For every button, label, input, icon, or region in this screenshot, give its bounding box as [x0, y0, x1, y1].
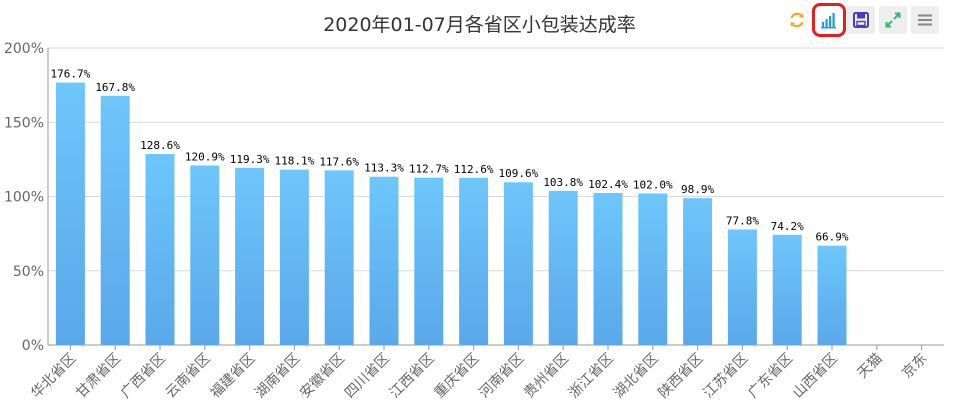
menu-icon [918, 14, 932, 26]
x-tick-label: 广西省区 [118, 351, 169, 402]
bar[interactable] [55, 82, 85, 346]
y-tick-label: 150% [4, 115, 44, 131]
data-label: 66.9% [815, 231, 848, 244]
bar[interactable] [772, 234, 802, 345]
refresh-button[interactable] [783, 6, 811, 34]
data-label: 167.8% [95, 81, 135, 94]
x-tick-label: 江西省区 [387, 351, 438, 402]
bar[interactable] [459, 177, 489, 345]
menu-button[interactable] [911, 6, 939, 34]
data-label: 102.0% [633, 179, 673, 192]
bar[interactable] [369, 176, 399, 345]
bar[interactable] [235, 167, 265, 345]
bars [55, 82, 847, 346]
save-icon [853, 12, 869, 28]
grid-lines [48, 47, 944, 346]
x-tick-label: 天猫 [855, 351, 886, 382]
data-label: 74.2% [771, 220, 804, 233]
x-tick-label: 甘肃省区 [73, 351, 124, 402]
chart-title: 2020年01-07月各省区小包装达成率 [323, 14, 636, 36]
x-tick-label: 河南省区 [476, 351, 527, 402]
x-tick-label: 湖北省区 [611, 351, 662, 402]
bar[interactable] [414, 177, 444, 345]
data-label: 128.6% [140, 139, 180, 152]
value-labels: 176.7% 167.8% 128.6% 120.9% 119.3% 118.1% 117.… [51, 68, 849, 244]
x-tick-label: 四川省区 [342, 351, 393, 402]
data-label: 103.8% [543, 176, 583, 189]
bar[interactable] [279, 169, 309, 345]
x-tick-label: 湖南省区 [252, 351, 303, 402]
bar[interactable] [145, 154, 175, 345]
y-tick-label: 50% [13, 264, 44, 280]
y-tick-label: 100% [4, 190, 44, 206]
bar[interactable] [100, 95, 130, 345]
data-label: 113.3% [364, 162, 404, 175]
x-tick-label: 江苏省区 [700, 351, 751, 402]
bar[interactable] [727, 229, 757, 345]
x-tick-label: 重庆省区 [432, 351, 483, 402]
bar[interactable] [190, 165, 220, 345]
x-tick-label: 安徽省区 [297, 351, 348, 402]
y-tick-label: 0% [22, 338, 44, 354]
x-tick-label: 山西省区 [790, 351, 841, 402]
bar-chart-button[interactable] [812, 3, 846, 37]
x-tick-label: 福建省区 [208, 351, 259, 402]
bar[interactable] [817, 245, 847, 345]
bar[interactable] [503, 182, 533, 345]
chart-toolbar [783, 3, 939, 37]
bar[interactable] [638, 193, 668, 345]
fullscreen-button[interactable] [879, 6, 907, 34]
data-label: 77.8% [726, 214, 759, 227]
bar[interactable] [683, 198, 713, 345]
bar[interactable] [548, 190, 578, 345]
x-tick-label: 华北省区 [28, 351, 79, 402]
y-axis: 0% 50% 100% 150% 200% [4, 41, 49, 354]
x-axis: 华北省区甘肃省区广西省区云南省区福建省区湖南省区安徽省区四川省区江西省区重庆省区… [28, 345, 930, 401]
data-label: 119.3% [230, 153, 270, 166]
x-tick-label: 云南省区 [163, 351, 214, 402]
y-tick-label: 200% [4, 41, 44, 57]
x-tick-label: 浙江省区 [566, 351, 617, 402]
data-label: 117.6% [319, 155, 359, 168]
bar[interactable] [593, 192, 623, 345]
fullscreen-icon [885, 12, 901, 28]
x-tick-label: 京东 [899, 351, 930, 382]
data-label: 98.9% [681, 183, 714, 196]
x-tick-label: 陕西省区 [656, 351, 707, 402]
data-label: 112.7% [409, 163, 449, 176]
data-label: 112.6% [454, 163, 494, 176]
x-tick-label: 贵州省区 [521, 351, 572, 402]
data-label: 102.4% [588, 178, 628, 191]
bar-chart-icon [821, 13, 836, 29]
data-label: 176.7% [51, 68, 91, 81]
data-label: 118.1% [275, 155, 315, 168]
refresh-icon [790, 12, 804, 28]
x-tick-label: 广东省区 [745, 351, 796, 402]
data-label: 120.9% [185, 150, 225, 163]
bar[interactable] [324, 170, 354, 345]
save-button[interactable] [847, 6, 875, 34]
data-label: 109.6% [499, 167, 539, 180]
